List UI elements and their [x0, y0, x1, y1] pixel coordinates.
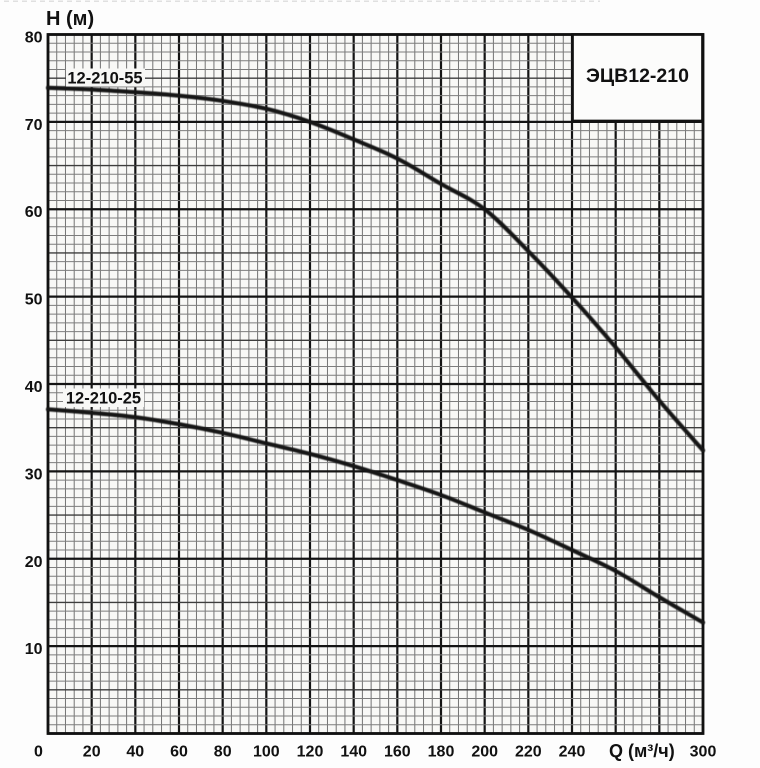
svg-text:220: 220 — [515, 744, 542, 761]
svg-text:30: 30 — [25, 466, 43, 483]
svg-text:70: 70 — [25, 117, 43, 134]
svg-text:Q (м³/ч): Q (м³/ч) — [609, 741, 675, 761]
svg-text:140: 140 — [340, 744, 367, 761]
svg-text:ЭЦВ12-210: ЭЦВ12-210 — [586, 65, 689, 87]
svg-text:0: 0 — [34, 744, 43, 761]
svg-text:60: 60 — [170, 744, 188, 761]
svg-text:80: 80 — [25, 30, 43, 47]
svg-text:60: 60 — [25, 204, 43, 221]
svg-text:80: 80 — [214, 744, 232, 761]
svg-text:300: 300 — [690, 744, 717, 761]
svg-text:100: 100 — [253, 744, 280, 761]
svg-text:120: 120 — [297, 744, 324, 761]
svg-text:160: 160 — [384, 744, 411, 761]
svg-text:50: 50 — [25, 292, 43, 309]
svg-text:10: 10 — [25, 641, 43, 658]
svg-text:H (м): H (м) — [46, 8, 94, 30]
svg-text:20: 20 — [83, 744, 101, 761]
svg-text:40: 40 — [126, 744, 144, 761]
svg-text:12-210-55: 12-210-55 — [67, 70, 142, 88]
svg-text:40: 40 — [25, 379, 43, 396]
svg-text:180: 180 — [428, 744, 455, 761]
svg-text:12-210-25: 12-210-25 — [66, 390, 141, 408]
svg-text:200: 200 — [471, 744, 498, 761]
svg-text:240: 240 — [559, 744, 586, 761]
svg-text:20: 20 — [25, 554, 43, 571]
